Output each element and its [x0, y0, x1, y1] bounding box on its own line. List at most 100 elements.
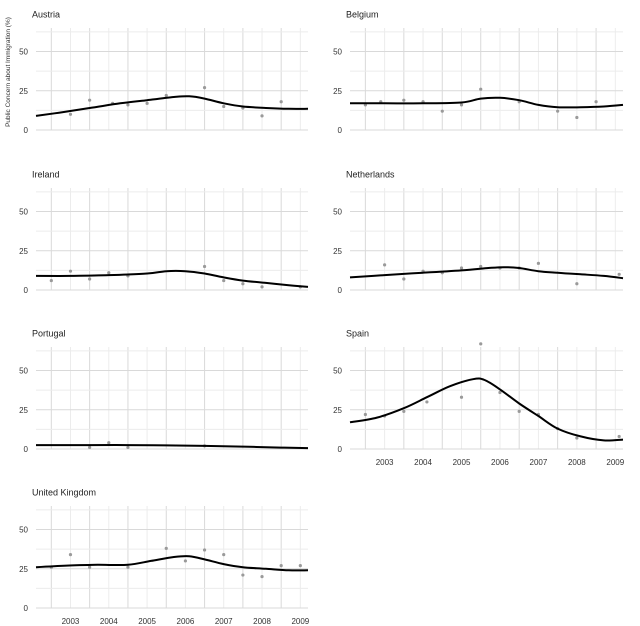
- data-point: [126, 565, 130, 569]
- panel-ireland: Ireland 0 25 50: [19, 169, 309, 295]
- data-point: [575, 436, 579, 440]
- x-tick-label: 2005: [138, 617, 156, 626]
- data-point: [440, 109, 444, 113]
- x-tick-label: 2007: [530, 458, 548, 467]
- data-point: [49, 278, 53, 283]
- data-point: [164, 93, 168, 98]
- x-tick-label: 2006: [177, 617, 195, 626]
- data-point: [402, 277, 406, 281]
- y-tick-label: 25: [19, 565, 28, 574]
- data-point: [68, 269, 73, 273]
- y-tick-label: 50: [19, 208, 28, 217]
- panel-title-ireland: Ireland: [32, 169, 60, 179]
- data-point: [459, 395, 464, 399]
- y-tick-label: 0: [338, 126, 343, 135]
- data-point: [363, 412, 367, 417]
- y-tick-label: 25: [19, 87, 28, 96]
- data-point: [88, 565, 92, 569]
- x-tick-label: 2003: [376, 458, 394, 467]
- data-point: [260, 114, 264, 118]
- panel-title-austria: Austria: [32, 9, 60, 19]
- data-point: [241, 573, 245, 577]
- x-tick-label: 2005: [453, 458, 471, 467]
- y-tick-label: 0: [338, 286, 343, 295]
- x-tick-label: 2006: [491, 458, 509, 467]
- y-tick-label: 0: [338, 445, 343, 454]
- x-tick-label: 2004: [100, 617, 118, 626]
- data-point: [517, 409, 521, 413]
- data-point: [459, 103, 464, 107]
- x-tick-label: 2008: [568, 458, 586, 467]
- data-point: [617, 434, 621, 439]
- data-point: [88, 98, 92, 102]
- trend-line-united-kingdom: [35, 555, 309, 572]
- data-point: [88, 277, 92, 281]
- data-point: [479, 342, 483, 346]
- data-point: [383, 263, 387, 267]
- x-tick-label: 2004: [414, 458, 432, 467]
- panel-title-portugal: Portugal: [32, 328, 66, 338]
- data-point: [260, 285, 264, 289]
- data-point: [594, 100, 598, 104]
- y-tick-label: 25: [333, 87, 342, 96]
- y-tick-label: 50: [19, 526, 28, 535]
- trend-line-ireland: [35, 269, 309, 288]
- data-point: [279, 100, 283, 104]
- data-point: [68, 112, 73, 116]
- data-point: [145, 101, 149, 105]
- data-point: [617, 272, 621, 276]
- y-tick-label: 50: [19, 48, 28, 57]
- data-point: [575, 115, 579, 120]
- data-point: [222, 553, 226, 557]
- y-tick-label: 50: [333, 208, 342, 217]
- y-tick-label: 50: [19, 367, 28, 376]
- data-point: [241, 282, 245, 286]
- panel-title-belgium: Belgium: [346, 9, 379, 19]
- y-tick-label: 25: [333, 247, 342, 256]
- y-tick-label: 0: [24, 445, 29, 454]
- data-point: [183, 559, 188, 563]
- y-tick-label: 25: [19, 406, 28, 415]
- data-point: [298, 564, 302, 568]
- panel-title-netherlands: Netherlands: [346, 169, 395, 179]
- y-tick-label: 0: [24, 604, 29, 613]
- trend-line-netherlands: [349, 266, 624, 280]
- x-tick-label: 2007: [215, 617, 233, 626]
- panel-title-united-kingdom: United Kingdom: [32, 487, 96, 497]
- data-point: [126, 103, 130, 107]
- x-tick-label: 2009: [606, 458, 624, 467]
- data-point: [107, 441, 111, 445]
- panel-austria: Austria 0 25 50: [19, 9, 309, 135]
- x-tick-label: 2003: [62, 617, 80, 626]
- data-point: [222, 278, 226, 283]
- trend-line-austria: [35, 95, 309, 117]
- y-tick-label: 0: [24, 286, 29, 295]
- x-tick-label: 2008: [253, 617, 271, 626]
- data-point: [279, 564, 283, 568]
- y-axis-label: Public Concern about Immigration (%): [5, 17, 12, 127]
- data-point: [126, 445, 130, 450]
- data-point: [536, 261, 541, 265]
- data-point: [498, 390, 502, 395]
- data-point: [202, 548, 207, 552]
- panel-title-spain: Spain: [346, 328, 369, 338]
- trend-line-spain: [349, 377, 624, 442]
- data-point: [222, 104, 226, 109]
- data-point: [479, 264, 483, 269]
- y-tick-label: 25: [333, 406, 342, 415]
- data-point: [107, 271, 111, 275]
- panel-united-kingdom: United Kingdom 0 25 50 2003 2004 2005 2006 2007 2…: [19, 487, 310, 626]
- data-point: [425, 400, 429, 404]
- panel-belgium: Belgium 0 25 50: [333, 9, 624, 135]
- panel-portugal: Portugal 0 25 50: [19, 328, 309, 454]
- y-tick-label: 25: [19, 247, 28, 256]
- data-point: [479, 87, 483, 91]
- panels: Austria 0 25 50 Belgium 0 25 50 Ireland 0 25 50 Neth…: [19, 9, 625, 626]
- x-tick-label: 2009: [291, 617, 309, 626]
- data-point: [202, 86, 207, 90]
- data-point: [402, 409, 406, 413]
- data-point: [260, 575, 264, 579]
- y-tick-label: 50: [333, 48, 342, 57]
- data-point: [575, 282, 579, 286]
